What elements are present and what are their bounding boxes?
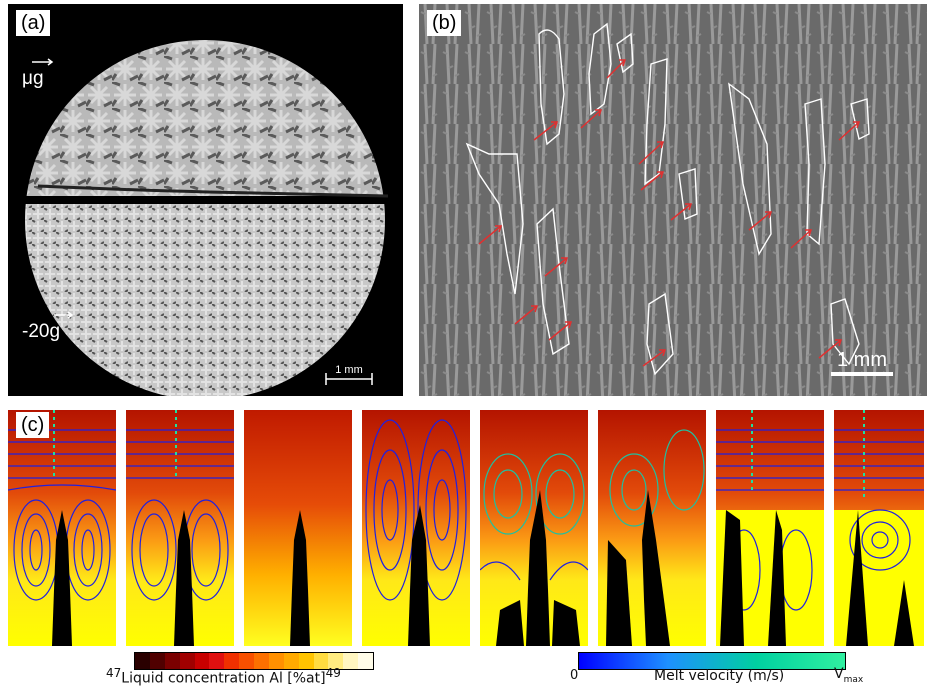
colorbar-concentration-caption: 47Liquid concentration Al [%at]49: [106, 666, 341, 687]
colorbar-segment: [135, 653, 150, 669]
vector-arrow-icon: [32, 58, 54, 66]
scale-bar-label: 1 mm: [335, 364, 363, 376]
sample-disc-image: μg -20g 1 mm: [22, 40, 389, 396]
grain-outlines: [465, 22, 870, 376]
colorbar-segment: [343, 653, 359, 669]
colorbar-concentration-title: Liquid concentration Al [%at]: [121, 670, 326, 687]
colorbar-concentration-max: 49: [325, 666, 341, 680]
colorbar-segment: [239, 653, 254, 669]
simulation-frame-4: [362, 410, 470, 646]
colorbar-segment: [224, 653, 240, 669]
colorbar-segment: [194, 653, 210, 669]
growth-arrows: [478, 59, 861, 367]
panel-a-label: (a): [16, 10, 51, 36]
colorbar-segment: [254, 653, 269, 669]
panel-c-simulations: (c): [8, 406, 927, 650]
colorbar-segment: [313, 653, 329, 669]
simulation-frame-8: [834, 410, 927, 646]
columnar-dendrites-image: 1 mm: [419, 4, 927, 396]
panel-c-label: (c): [16, 412, 50, 438]
scale-bar-label: 1 mm: [837, 349, 887, 371]
simulation-frame-5: [480, 410, 588, 646]
scale-bar: 1 mm: [325, 364, 373, 385]
colorbar-concentration-min: 47: [106, 666, 122, 680]
vmax-subscript: max: [843, 674, 864, 685]
gravity-top-label: μg: [22, 68, 44, 89]
colorbar-segment: [268, 653, 284, 669]
colorbar-segment: [179, 653, 195, 669]
colorbar-segment: [298, 653, 314, 669]
colorbar-segment: [149, 653, 165, 669]
colorbar-segment: [328, 653, 344, 669]
colorbar-segment: [164, 653, 180, 669]
vector-arrow-icon: [54, 311, 74, 319]
simulation-frame-1: [8, 410, 116, 646]
panel-b-micrograph: 1 mm (b): [419, 4, 927, 396]
simulation-frame-3: [244, 410, 352, 646]
simulation-frame-2: [126, 410, 234, 646]
colorbar-velocity-max: Vmax: [834, 666, 863, 685]
colorbar-velocity-title: Melt velocity (m/s): [654, 668, 785, 684]
panel-b-label: (b): [427, 10, 462, 36]
colorbar-segment: [283, 653, 299, 669]
panel-a-micrograph: μg -20g 1 mm (a): [8, 4, 403, 396]
colorbar-concentration: [134, 652, 374, 670]
simulation-frame-7: [716, 410, 824, 646]
gravity-bottom-label: -20g: [22, 321, 60, 342]
vmax-symbol: V: [834, 666, 844, 682]
colorbar-segment: [209, 653, 225, 669]
colorbar-velocity: [578, 652, 846, 670]
colorbar-segment: [358, 653, 373, 669]
simulation-frame-6: [598, 410, 706, 646]
colorbar-velocity-min: 0: [570, 668, 579, 683]
scale-bar: 1 mm: [831, 349, 893, 376]
